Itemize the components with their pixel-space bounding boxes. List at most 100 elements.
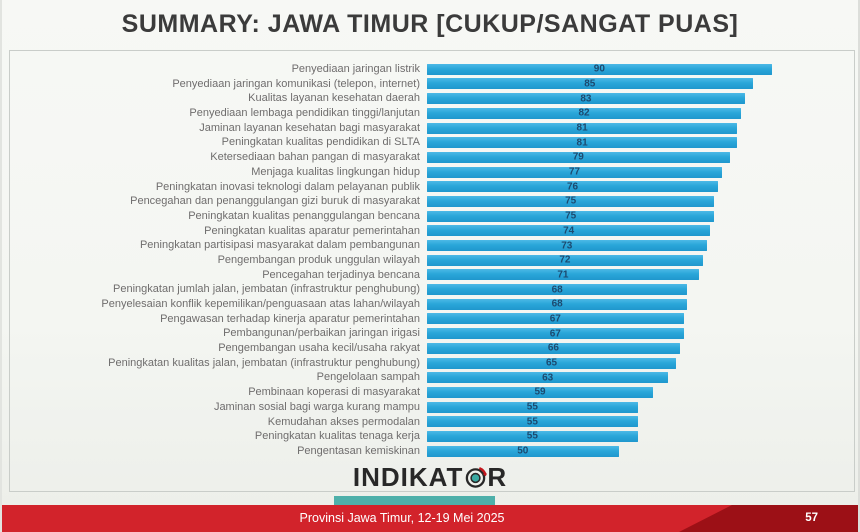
value-label: 67: [549, 313, 561, 325]
value-label: 74: [563, 225, 575, 237]
category-label: Peningkatan kualitas tenaga kerja: [254, 430, 420, 443]
chart-row: Pengawasan terhadap kinerja aparatur pem…: [10, 312, 854, 327]
category-label: Peningkatan kualitas aparatur pemerintah…: [204, 224, 420, 237]
value-label: 81: [576, 122, 588, 134]
bar-track: 75: [427, 194, 854, 209]
chart-row: Penyediaan lembaga pendidikan tinggi/lan…: [10, 106, 854, 121]
logo-text-right: R: [487, 461, 508, 492]
chart-row: Pengelolaan sampah 63: [10, 370, 854, 385]
bar: 55: [427, 416, 638, 428]
value-label: 90: [593, 63, 605, 75]
category-label: Jaminan sosial bagi warga kurang mampu: [213, 400, 420, 413]
footer-caption: Provinsi Jawa Timur, 12-19 Mei 2025: [299, 511, 505, 525]
category-label: Pengembangan produk unggulan wilayah: [217, 253, 420, 266]
bar-track: 55: [427, 429, 854, 444]
bar-track: 63: [427, 370, 854, 385]
category-label: Peningkatan partisipasi masyarakat dalam…: [139, 239, 420, 252]
bar-track: 75: [427, 209, 854, 224]
chart-row: Peningkatan jumlah jalan, jembatan (infr…: [10, 282, 854, 297]
value-label: 71: [557, 269, 569, 281]
value-label: 55: [526, 430, 538, 442]
value-label: 59: [534, 386, 546, 398]
category-label: Peningkatan inovasi teknologi dalam pela…: [155, 180, 420, 193]
bar: 85: [427, 78, 753, 90]
page-title: SUMMARY: JAWA TIMUR [CUKUP/SANGAT PUAS]: [121, 10, 739, 38]
bar-track: 55: [427, 415, 854, 430]
category-label: Pembinaan koperasi di masyarakat: [248, 386, 420, 399]
category-label: Pengelolaan sampah: [316, 371, 420, 384]
indikator-target-icon: [466, 466, 488, 488]
bar-track: 83: [427, 91, 854, 106]
chart-row: Menjaga kualitas lingkungan hidup 77: [10, 165, 854, 180]
chart-row: Pencegahan dan penanggulangan gizi buruk…: [10, 194, 854, 209]
bar-track: 59: [427, 385, 854, 400]
bar: 63: [427, 372, 669, 384]
value-label: 85: [584, 78, 596, 90]
value-label: 82: [578, 107, 590, 119]
chart-row: Peningkatan kualitas pendidikan di SLTA 8…: [10, 135, 854, 150]
bar: 68: [427, 298, 688, 310]
category-label: Pencegahan terjadinya bencana: [262, 268, 420, 281]
category-label: Pengentasan kemiskinan: [297, 444, 420, 457]
bar: 81: [427, 122, 738, 134]
bar: 55: [427, 430, 638, 442]
value-label: 73: [561, 240, 573, 252]
value-label: 55: [526, 401, 538, 413]
bar: 65: [427, 357, 676, 369]
bar-track: 68: [427, 297, 854, 312]
chart-row: Peningkatan partisipasi masyarakat dalam…: [10, 238, 854, 253]
footer-bar: Provinsi Jawa Timur, 12-19 Mei 2025 57: [2, 505, 858, 532]
value-label: 79: [572, 151, 584, 163]
value-label: 50: [517, 445, 529, 457]
chart-row: Penyelesaian konflik kepemilikan/penguas…: [10, 297, 854, 312]
value-label: 75: [565, 210, 577, 222]
bar: 74: [427, 225, 711, 237]
value-label: 68: [551, 298, 563, 310]
value-label: 68: [551, 284, 563, 296]
page-number: 57: [805, 512, 818, 524]
value-label: 81: [576, 137, 588, 149]
value-label: 72: [559, 254, 571, 266]
bar: 73: [427, 240, 707, 252]
category-label: Ketersediaan bahan pangan di masyarakat: [210, 151, 420, 164]
chart-row: Pengembangan produk unggulan wilayah 72: [10, 253, 854, 268]
bar: 81: [427, 137, 738, 149]
chart-row: Peningkatan kualitas jalan, jembatan (in…: [10, 356, 854, 371]
category-label: Menjaga kualitas lingkungan hidup: [251, 165, 420, 178]
category-label: Kemudahan akses permodalan: [267, 415, 420, 428]
value-label: 76: [566, 181, 579, 193]
bar-track: 55: [427, 400, 854, 415]
bar-track: 73: [427, 238, 854, 253]
chart-row: Pencegahan terjadinya bencana 71: [10, 268, 854, 283]
chart-row: Penyediaan jaringan komunikasi (telepon,…: [10, 77, 854, 92]
chart-row: Kemudahan akses permodalan 55: [10, 415, 854, 430]
category-label: Penyediaan jaringan komunikasi (telepon,…: [172, 77, 420, 90]
category-label: Penyelesaian konflik kepemilikan/penguas…: [101, 298, 420, 310]
chart-row: Pembinaan koperasi di masyarakat 59: [10, 385, 854, 400]
teal-accent-bar: [334, 496, 495, 507]
bar-track: 68: [427, 282, 854, 297]
value-label: 77: [568, 166, 580, 178]
bar-track: 82: [427, 106, 854, 121]
bar: 79: [427, 151, 730, 163]
chart-row: Peningkatan kualitas aparatur pemerintah…: [10, 224, 854, 239]
bar: 77: [427, 166, 722, 178]
bar-track: 90: [427, 62, 854, 77]
category-label: Penyediaan jaringan listrik: [291, 63, 420, 75]
chart-row: Peningkatan inovasi teknologi dalam pela…: [10, 180, 854, 195]
chart-row: Jaminan sosial bagi warga kurang mampu 55: [10, 400, 854, 415]
bar: 66: [427, 342, 680, 354]
value-label: 83: [580, 93, 592, 105]
bar: 72: [427, 254, 703, 266]
value-label: 75: [565, 195, 577, 207]
bar: 67: [427, 328, 684, 340]
category-label: Pengawasan terhadap kinerja aparatur pem…: [160, 312, 420, 325]
bar: 71: [427, 269, 699, 281]
bar: 90: [427, 63, 772, 75]
bar-track: 66: [427, 341, 854, 356]
bar: 76: [427, 181, 719, 193]
bar: 59: [427, 386, 653, 398]
category-label: Pengembangan usaha kecil/usaha rakyat: [218, 342, 420, 355]
bar-track: 67: [427, 326, 854, 341]
